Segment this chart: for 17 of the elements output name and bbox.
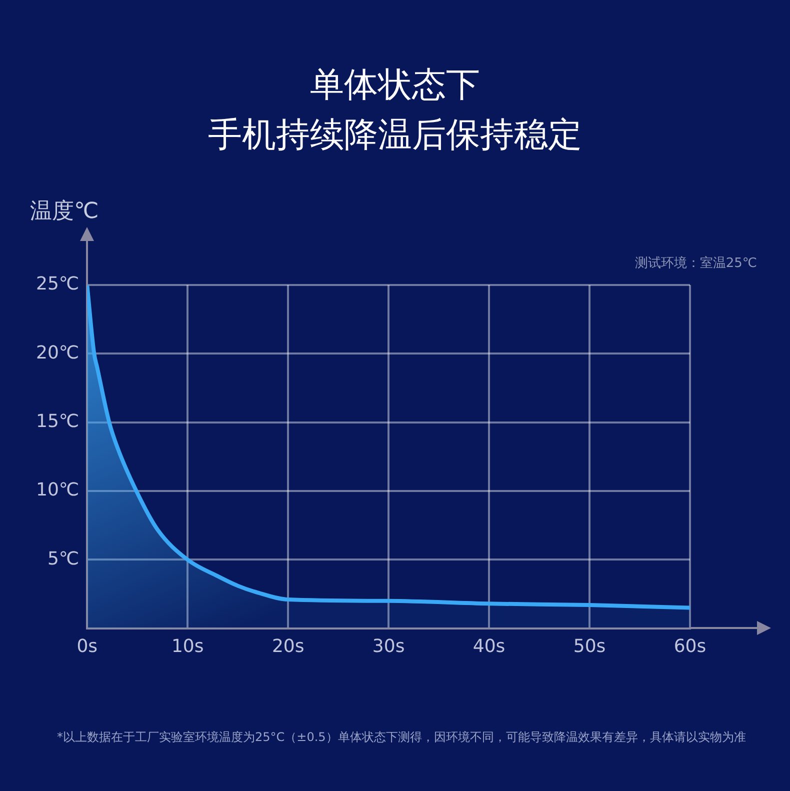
x-tick-label: 10s <box>171 636 204 657</box>
x-tick-label: 40s <box>472 636 506 657</box>
x-tick-label: 20s <box>272 636 304 657</box>
y-axis-title: 温度℃ <box>30 198 99 226</box>
x-tick-label: 30s <box>372 636 405 657</box>
y-tick-label: 5℃ <box>47 548 80 570</box>
text: 测试环境：室温25℃ <box>634 255 757 272</box>
y-tick-label: 15℃ <box>36 411 80 432</box>
y-tick-label: 10℃ <box>36 480 80 501</box>
chart-subtitle: 手机持续降温后保持稳定 <box>207 114 583 157</box>
y-tick-label: 20℃ <box>36 342 80 364</box>
chart-title: 单体状态下 <box>309 64 481 107</box>
x-tick-label: 50s <box>573 636 606 657</box>
x-tick-label: 0s <box>76 636 98 657</box>
text: *以上数据在于工厂实验室环境温度为25°C（±0.5）单体状态下测得，因环境不同，可能导致降温效果有差异，具体请以实物为准 <box>57 729 747 746</box>
y-tick-label: 25℃ <box>36 274 80 295</box>
x-tick-label: 60s <box>674 636 706 657</box>
